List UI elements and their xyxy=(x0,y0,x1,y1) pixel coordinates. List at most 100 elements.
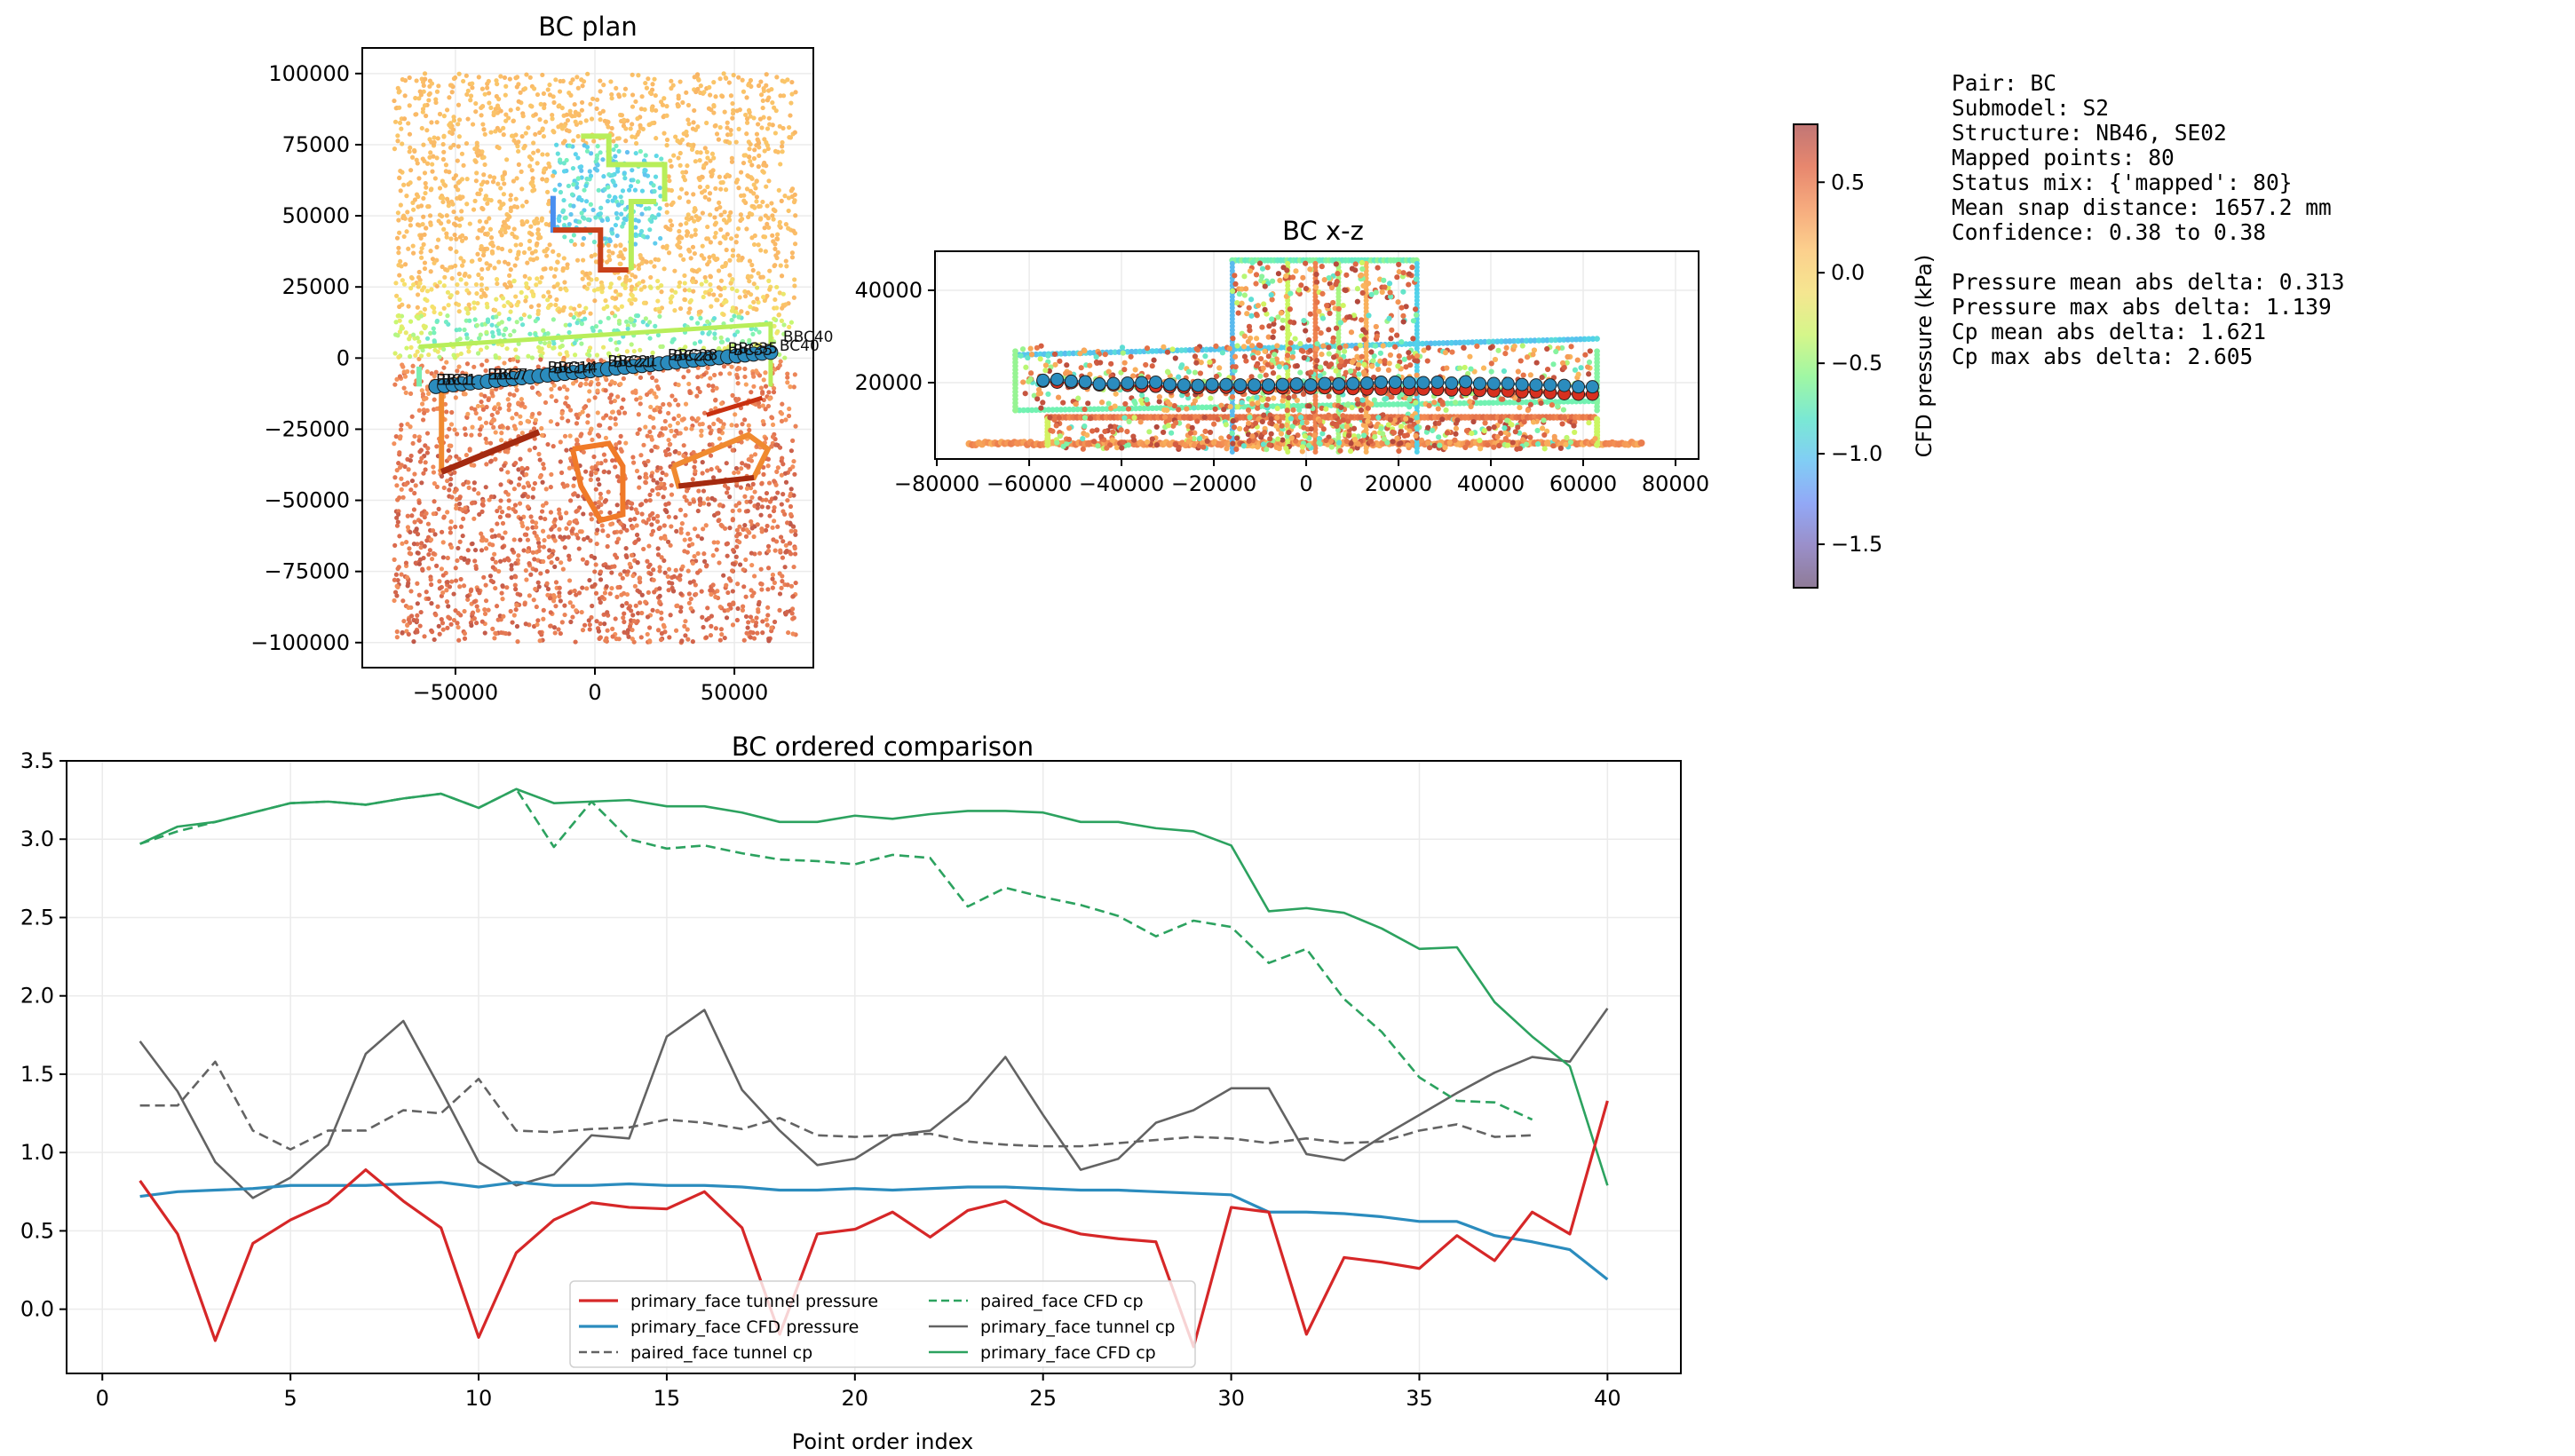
comparison-y-tick-label: 3.0 xyxy=(20,827,54,851)
comparison-x-tick-label: 15 xyxy=(654,1386,681,1411)
info-line: Pair: BC xyxy=(1952,70,2057,96)
xz-cfd-point xyxy=(1543,378,1557,392)
xz-x-tick-label: 60000 xyxy=(1549,471,1617,496)
comparison-title: BC ordered comparison xyxy=(732,732,1034,762)
structure-outline xyxy=(552,227,629,273)
series-line-paired-face-cfd-cp xyxy=(139,787,1533,1121)
info-line: Pressure mean abs delta: 0.313 xyxy=(1952,269,2345,295)
xz-cfd-point xyxy=(1585,380,1599,394)
point-label: BC35 xyxy=(733,342,773,360)
point-label: BBC35 xyxy=(728,340,779,358)
structure-outline xyxy=(677,474,755,489)
point-label: BBC28 xyxy=(668,347,718,365)
structure-outline xyxy=(670,431,772,489)
xz-cfd-point xyxy=(1177,378,1191,392)
comparison-x-tick-label: 25 xyxy=(1029,1386,1057,1411)
plan-y-tick-label: 25000 xyxy=(282,274,350,299)
xz-x-tick-label: 40000 xyxy=(1457,471,1525,496)
comparison-x-ticks: 0 5 10 15 20 25 30 35 40 xyxy=(96,1373,1621,1411)
comparison-x-tick-label: 40 xyxy=(1594,1386,1621,1411)
xz-x-tick-label: −80000 xyxy=(894,471,979,496)
comparison-x-tick-label: 0 xyxy=(96,1386,109,1411)
xz-y-tick-label: 40000 xyxy=(855,278,923,303)
legend-label: primary_face CFD pressure xyxy=(630,1318,859,1337)
xz-x-tick-label: 80000 xyxy=(1642,471,1709,496)
plan-y-tick-label: 50000 xyxy=(282,203,350,228)
plan-y-tick-label: −75000 xyxy=(265,559,350,584)
xz-x-tick-label: −60000 xyxy=(986,471,1072,496)
xz-cfd-point xyxy=(1346,376,1360,391)
series-line-primary-face-tunnel-pressure xyxy=(139,1100,1609,1349)
comparison-x-tick-label: 10 xyxy=(465,1386,493,1411)
structure-outline xyxy=(418,321,773,387)
mapped-point xyxy=(763,344,779,360)
structure-outline xyxy=(628,199,657,270)
colorbar-tick-label: 0.5 xyxy=(1831,170,1865,194)
point-label: BBC21 xyxy=(607,353,658,371)
colorbar-tick-label: −1.0 xyxy=(1831,441,1882,466)
comparison-y-tick-label: 2.5 xyxy=(20,905,54,930)
comparison-y-tick-label: 1.5 xyxy=(20,1062,54,1087)
xz-cfd-point xyxy=(1092,377,1106,392)
info-line: Submodel: S2 xyxy=(1952,95,2110,121)
series-line-primary-face-cfd-cp xyxy=(139,787,1609,1186)
plan-y-tick-label: 75000 xyxy=(282,132,350,157)
xz-cfd-point xyxy=(1078,375,1092,389)
xz-cfd-point xyxy=(1205,377,1219,392)
legend-label: primary_face tunnel cp xyxy=(980,1318,1175,1337)
comparison-y-tick-label: 2.0 xyxy=(20,984,54,1009)
structure-outline xyxy=(705,395,764,417)
info-line: Structure: NB46, SE02 xyxy=(1952,120,2227,146)
point-label: BC40 xyxy=(780,337,820,355)
plan-mapped-points xyxy=(428,344,779,394)
xz-cfd-point xyxy=(1332,377,1346,392)
xz-cfd-point xyxy=(1275,377,1289,392)
comparison-x-tick-label: 5 xyxy=(284,1386,297,1411)
comparison-y-tick-label: 0.0 xyxy=(20,1297,54,1322)
comparison-legend: primary_face tunnel pressure primary_face… xyxy=(569,1280,1196,1368)
comparison-y-ticks: 0.0 0.5 1.0 1.5 2.0 2.5 3.0 3.5 xyxy=(20,748,67,1322)
point-label: BC1 xyxy=(441,371,471,389)
plan-structure-outlines xyxy=(416,133,773,524)
colorbar-tick-label: −0.5 xyxy=(1831,351,1882,376)
xz-cfd-point xyxy=(1318,376,1332,391)
xz-y-tick-label: 20000 xyxy=(855,370,923,395)
info-line: Status mix: {'mapped': 80} xyxy=(1952,170,2293,195)
point-label: BBC7 xyxy=(487,366,528,384)
xz-x-tick-label: 20000 xyxy=(1365,471,1432,496)
xz-cfd-point xyxy=(1149,375,1163,389)
xz-tunnel-line xyxy=(1042,379,1593,396)
xz-cfd-point xyxy=(1486,376,1501,391)
plan-y-ticks: 100000 75000 50000 25000 0 −25000 −50000 −75000… xyxy=(250,61,362,655)
legend-label: paired_face tunnel cp xyxy=(630,1343,812,1363)
xz-x-tick-label: −40000 xyxy=(1079,471,1164,496)
xz-cfd-point xyxy=(1262,378,1276,392)
xz-cfd-line xyxy=(1042,377,1593,389)
structure-outline xyxy=(440,429,541,475)
xz-mapped-points xyxy=(1036,372,1599,401)
info-line: Pressure max abs delta: 1.139 xyxy=(1952,294,2332,320)
xz-x-tick-label: 0 xyxy=(1299,471,1312,496)
point-label: BC28 xyxy=(673,348,713,366)
xz-point-cloud xyxy=(965,257,1645,455)
legend-label: primary_face tunnel pressure xyxy=(630,1292,878,1311)
xz-cfd-point xyxy=(1529,378,1543,392)
plan-y-tick-label: −50000 xyxy=(265,488,350,513)
plan-x-tick-label: 50000 xyxy=(701,680,768,705)
xz-cfd-point xyxy=(1459,375,1473,389)
comparison-x-tick-label: 35 xyxy=(1406,1386,1433,1411)
series-line-paired-face-tunnel-cp xyxy=(139,1060,1533,1151)
info-line: Mapped points: 80 xyxy=(1952,145,2175,170)
xz-cfd-point xyxy=(1219,377,1233,392)
plan-x-tick-label: 0 xyxy=(588,680,601,705)
xz-cfd-point xyxy=(1501,376,1515,391)
info-line: Cp mean abs delta: 1.621 xyxy=(1952,319,2267,344)
xz-axes-frame xyxy=(934,250,1700,460)
xz-cfd-point xyxy=(1557,378,1572,392)
xz-cfd-point xyxy=(1303,378,1318,392)
comparison-x-tick-label: 30 xyxy=(1217,1386,1245,1411)
plan-y-tick-label: −100000 xyxy=(250,630,350,655)
